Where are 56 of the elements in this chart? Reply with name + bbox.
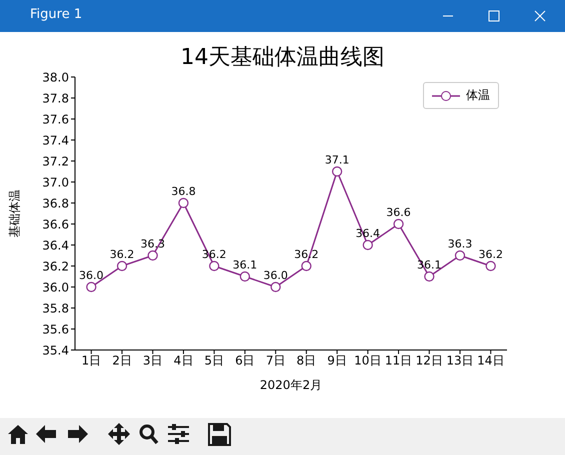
point (240, 271, 250, 282)
x-tick-label: 4日 (174, 354, 194, 368)
x-tick-label: 5日 (204, 354, 224, 368)
y-tick-label: 36.0 (42, 280, 69, 294)
x-tick-label: 12日 (416, 354, 443, 368)
y-tick-label: 36.6 (42, 217, 69, 232)
x-axis-title: 2020年2月 (260, 378, 322, 392)
y-tick-label: 36.8 (42, 196, 69, 210)
x-tick-label: 13日 (446, 354, 474, 368)
y-tick-label: 35.8 (42, 301, 69, 316)
point (116, 260, 128, 272)
point (178, 198, 189, 208)
y-tick-label: 35.4 (42, 343, 69, 358)
y-tick-label: 37.2 (42, 154, 69, 168)
x-tick-label: 8日 (296, 354, 316, 368)
chart-title: 14天基础体温曲线图 (180, 44, 386, 72)
y-tick-label: 37.6 (42, 112, 69, 126)
data-label: 36.3 (448, 238, 472, 250)
x-tick-label: 6日 (235, 354, 255, 368)
legend-label: 体温 (466, 87, 490, 104)
point (301, 260, 312, 272)
x-tick-label: 11日 (384, 354, 412, 368)
point (424, 271, 434, 282)
data-label: 36.2 (110, 248, 134, 261)
y-tick-label: 35.6 (42, 322, 69, 336)
data-label: 36.6 (386, 206, 411, 219)
x-tick-label: 1日 (81, 354, 102, 368)
data-label: 36.8 (171, 185, 196, 198)
y-tick-label: 37.8 (42, 91, 69, 106)
point (393, 218, 404, 230)
y-tick-label: 38.0 (42, 70, 69, 84)
x-tick-label: 9日 (327, 354, 347, 368)
caption: Figure 1 (30, 7, 82, 22)
x-tick-label: 3日 (142, 354, 163, 368)
point (362, 240, 373, 250)
y-tick-label: 37.4 (42, 133, 69, 148)
x-tick-label: 10日 (354, 354, 382, 368)
point (86, 282, 96, 292)
data-label: 36.1 (232, 258, 258, 272)
point (209, 260, 220, 272)
y-tick-label: 36.2 (42, 259, 69, 274)
point (332, 166, 342, 177)
x-tick-label: 2日 (112, 354, 132, 368)
data-label: 36.0 (79, 269, 104, 282)
data-label: 36.0 (263, 269, 288, 282)
y-tick-label: 36.4 (42, 238, 69, 252)
y-axis-title: 基础体温 (7, 190, 22, 238)
data-label: 37.1 (324, 154, 350, 166)
data-label: 36.2 (478, 248, 503, 261)
y-tick-label: 37.0 (42, 175, 69, 190)
x-tick-label: 7日 (266, 354, 286, 368)
x-tick-label: 14日 (477, 354, 504, 368)
point (454, 250, 466, 261)
point (486, 260, 496, 272)
point (270, 282, 281, 292)
point (148, 250, 158, 261)
